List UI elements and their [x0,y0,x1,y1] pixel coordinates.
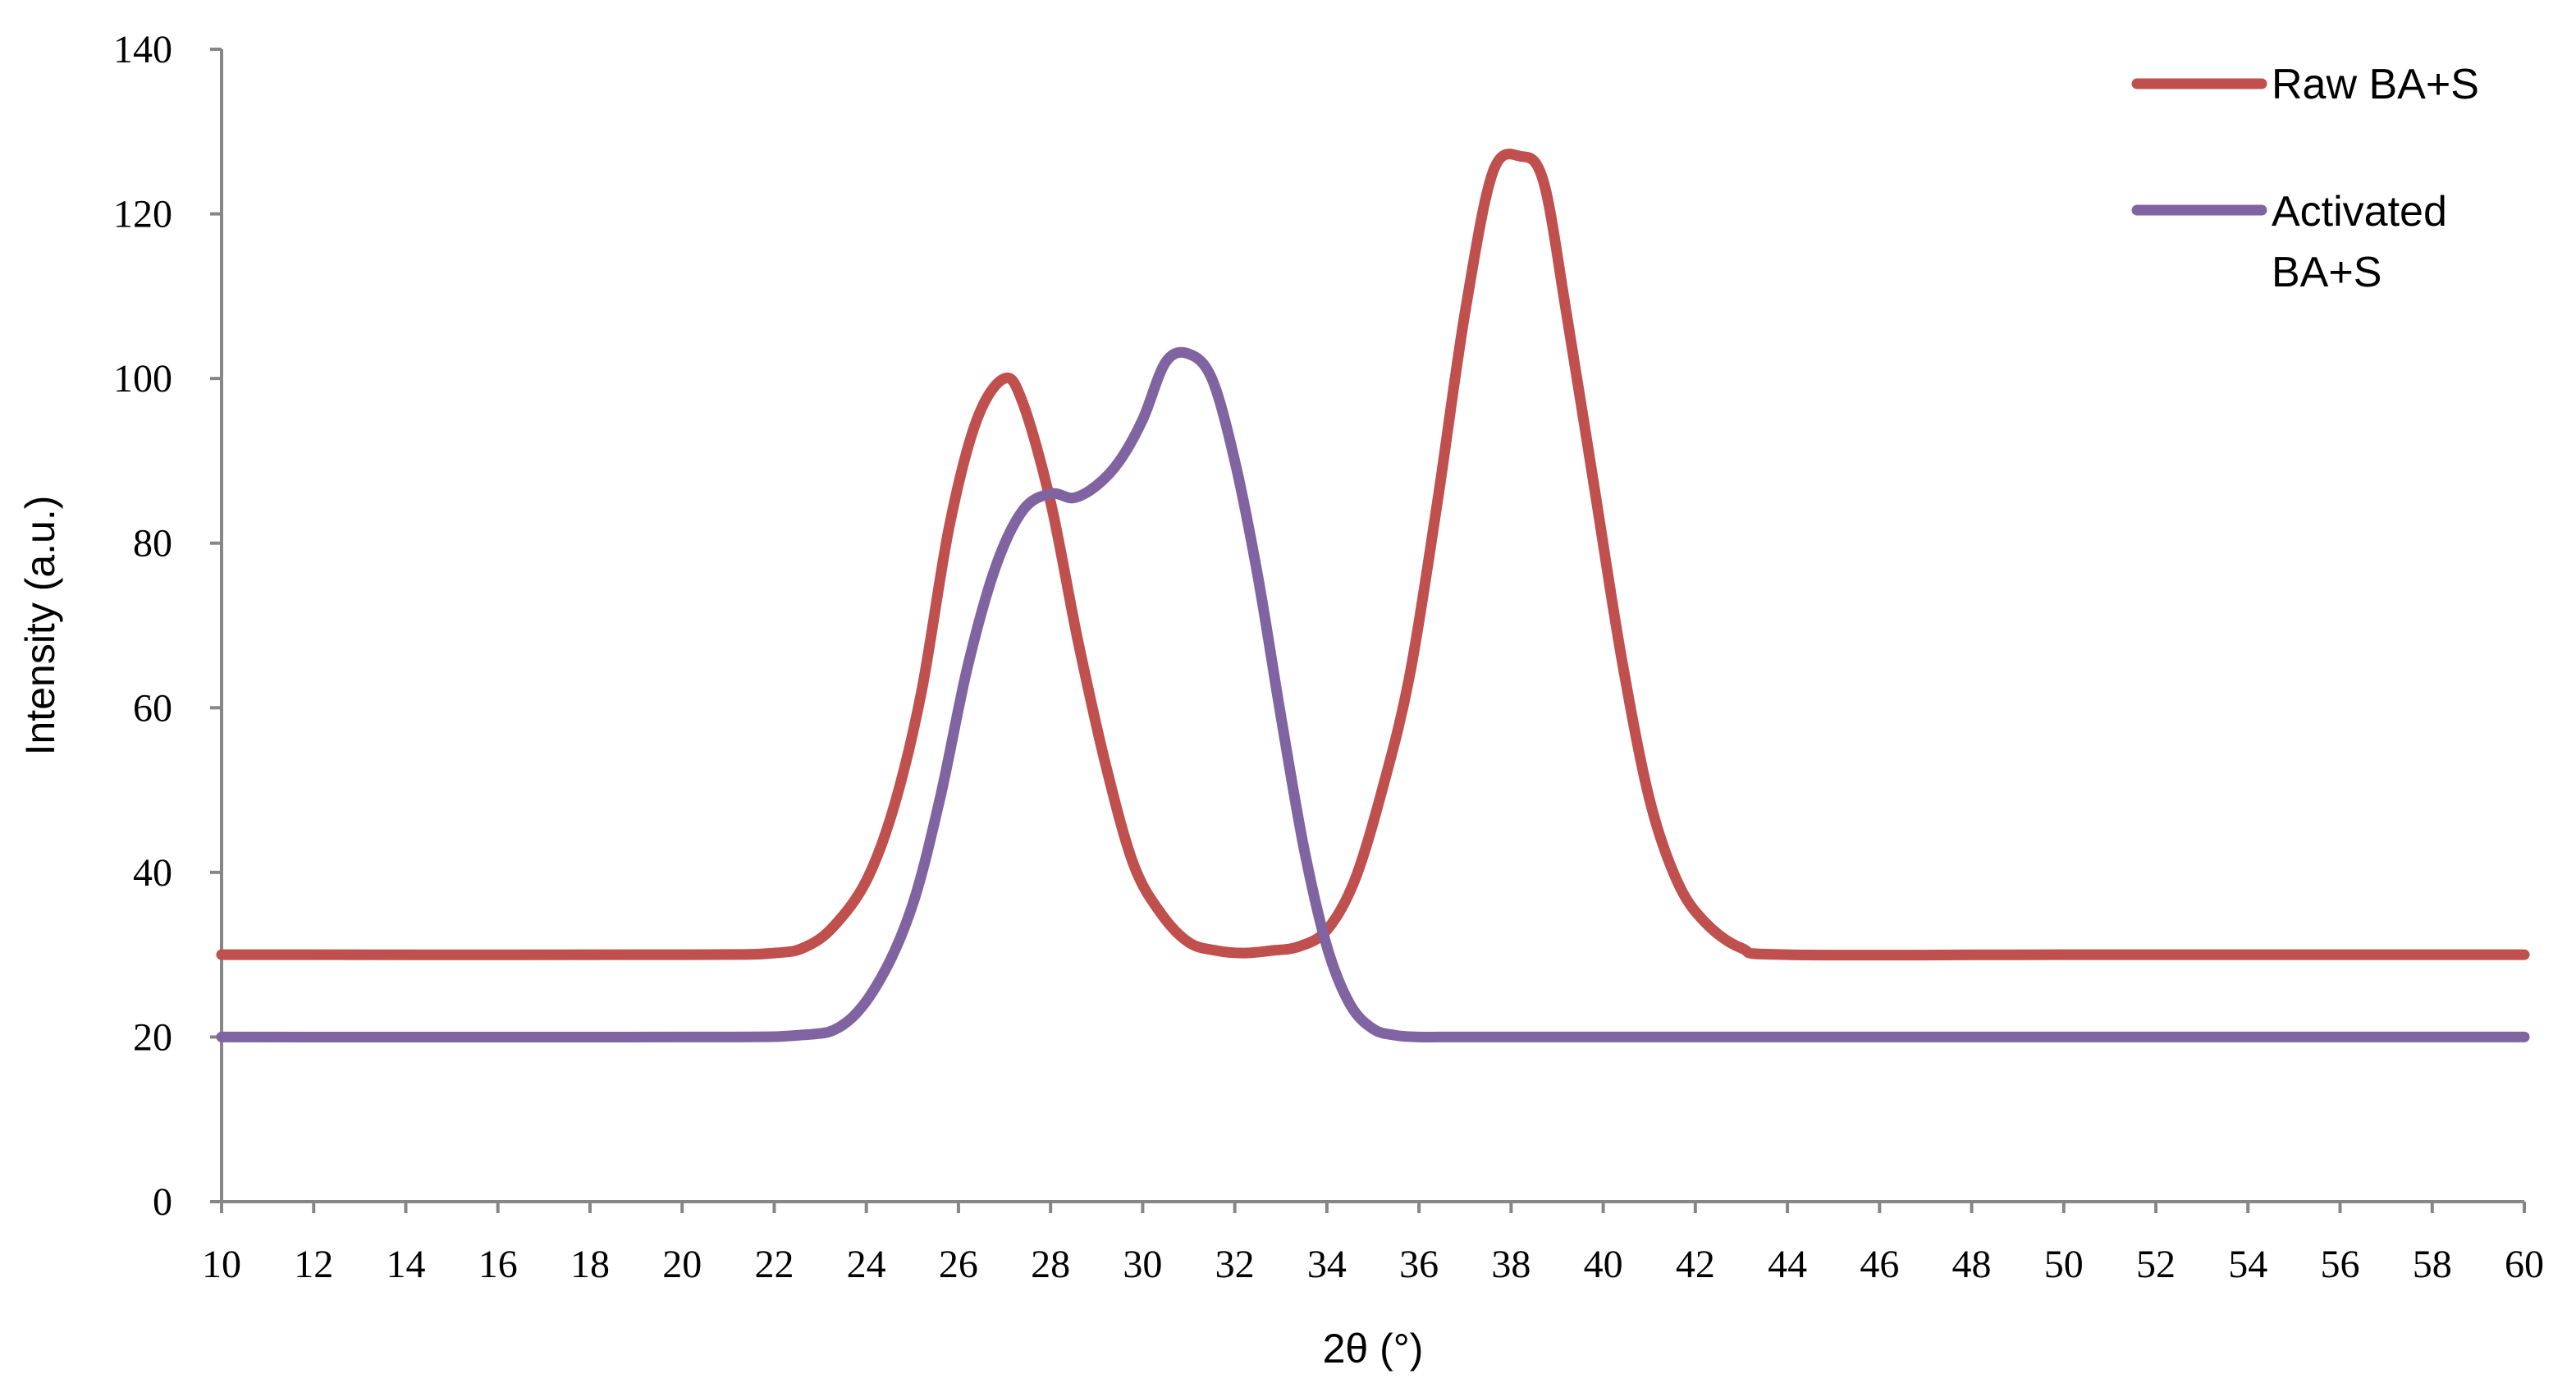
y-tick-label: 120 [113,193,172,236]
x-tick-label: 48 [1952,1243,1992,1286]
x-axis-ticks: 10 12 14 16 18 20 22 24 26 28 30 32 34 36 38 40 42 44 46 48… [202,1202,2544,1286]
y-tick-label: 140 [113,28,172,71]
y-axis-title: Intensity (a.u.) [17,496,63,756]
x-tick-label: 44 [1768,1243,1807,1286]
x-tick-label: 10 [202,1243,241,1286]
x-tick-label: 60 [2505,1243,2544,1286]
x-tick-label: 52 [2136,1243,2176,1286]
x-tick-label: 58 [2413,1243,2452,1286]
x-tick-label: 16 [478,1243,518,1286]
x-tick-label: 14 [386,1243,425,1286]
x-tick-label: 28 [1031,1243,1070,1286]
y-tick-label: 20 [133,1015,172,1059]
x-tick-label: 20 [662,1243,702,1286]
x-tick-label: 40 [1584,1243,1623,1286]
x-tick-label: 24 [847,1243,886,1286]
x-tick-label: 32 [1215,1243,1255,1286]
y-tick-label: 0 [153,1180,172,1224]
x-tick-label: 30 [1123,1243,1162,1286]
y-tick-label: 40 [133,851,172,895]
x-tick-label: 36 [1399,1243,1439,1286]
x-tick-label: 26 [939,1243,978,1286]
axes [220,49,2524,1203]
x-tick-label: 46 [1860,1243,1899,1286]
x-tick-label: 42 [1676,1243,1715,1286]
series-layer [216,149,2530,1043]
x-tick-label: 22 [754,1243,794,1286]
y-tick-label: 100 [113,357,172,401]
series-line-raw-ba-s [216,149,2530,961]
y-tick-label: 60 [133,686,172,730]
x-tick-label: 38 [1491,1243,1531,1286]
x-tick-label: 12 [294,1243,333,1286]
x-tick-label: 50 [2044,1243,2084,1286]
legend-label-activated-ba-s: Activated BA+S [2272,188,2447,296]
legend-label-raw-ba-s: Raw BA+S [2272,61,2479,108]
legend: Raw BA+S Activated BA+S [2131,61,2479,296]
x-tick-label: 18 [570,1243,610,1286]
series-line-activated-ba-s [216,346,2530,1043]
y-axis-ticks: 0 20 40 60 80 100 120 140 [113,28,222,1224]
y-tick-label: 80 [133,522,172,566]
x-axis-title: 2θ (°) [1323,1326,1424,1372]
x-tick-label: 56 [2321,1243,2360,1286]
x-tick-label: 54 [2228,1243,2267,1286]
x-tick-label: 34 [1307,1243,1347,1286]
